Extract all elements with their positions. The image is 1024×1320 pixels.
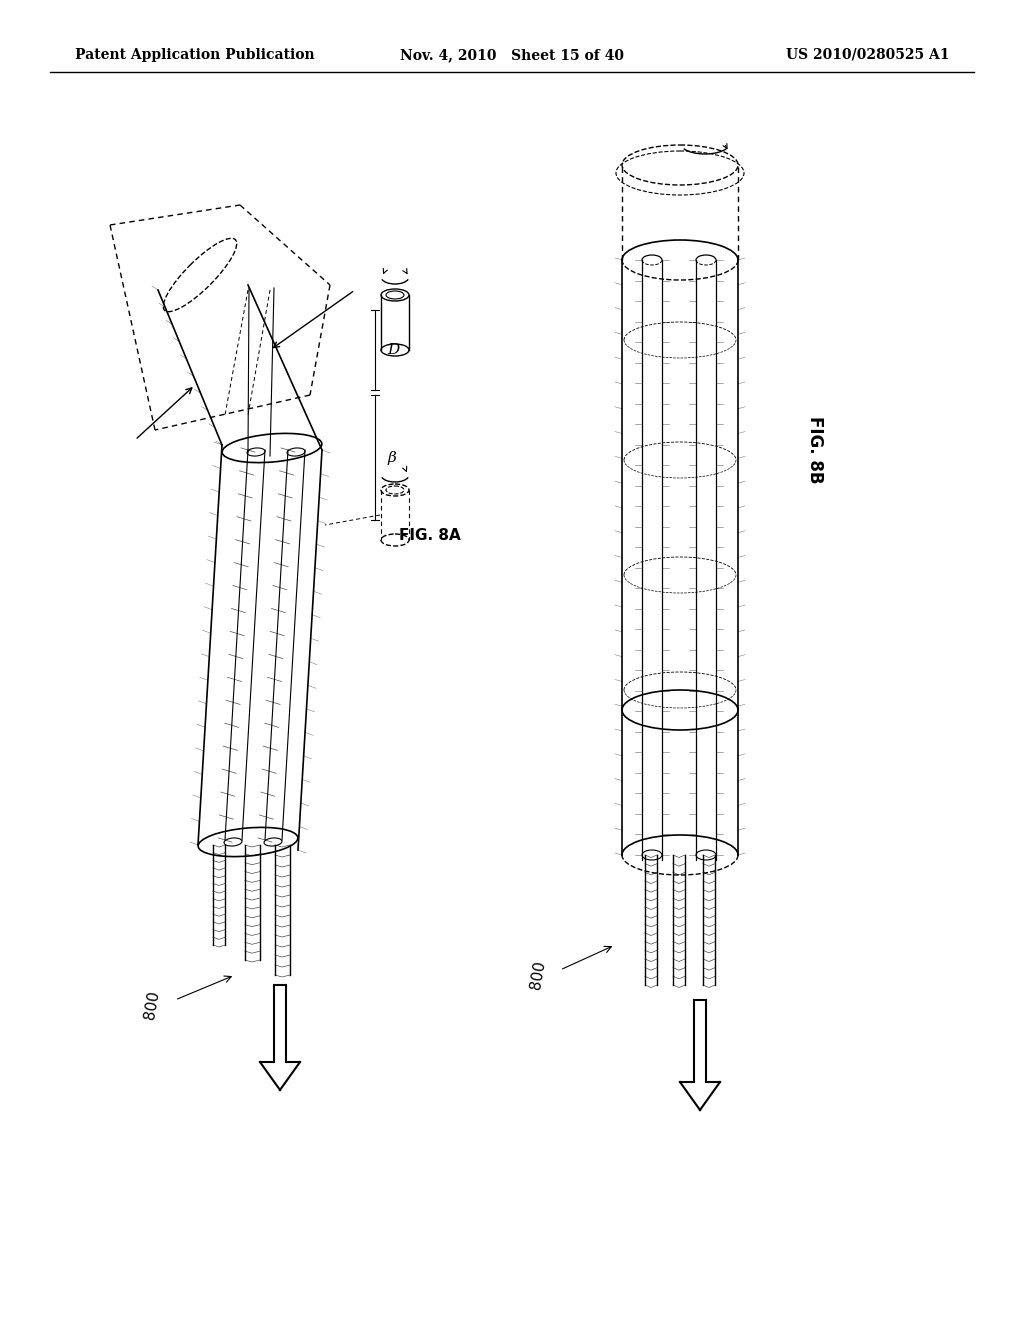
Text: FIG. 8A: FIG. 8A (399, 528, 461, 543)
Text: 800: 800 (528, 960, 548, 990)
Text: FIG. 8B: FIG. 8B (806, 416, 824, 483)
Text: D: D (387, 343, 399, 356)
Text: US 2010/0280525 A1: US 2010/0280525 A1 (786, 48, 950, 62)
Text: 800: 800 (142, 990, 162, 1020)
Text: Patent Application Publication: Patent Application Publication (75, 48, 314, 62)
Text: β: β (387, 451, 396, 465)
Text: Nov. 4, 2010   Sheet 15 of 40: Nov. 4, 2010 Sheet 15 of 40 (400, 48, 624, 62)
